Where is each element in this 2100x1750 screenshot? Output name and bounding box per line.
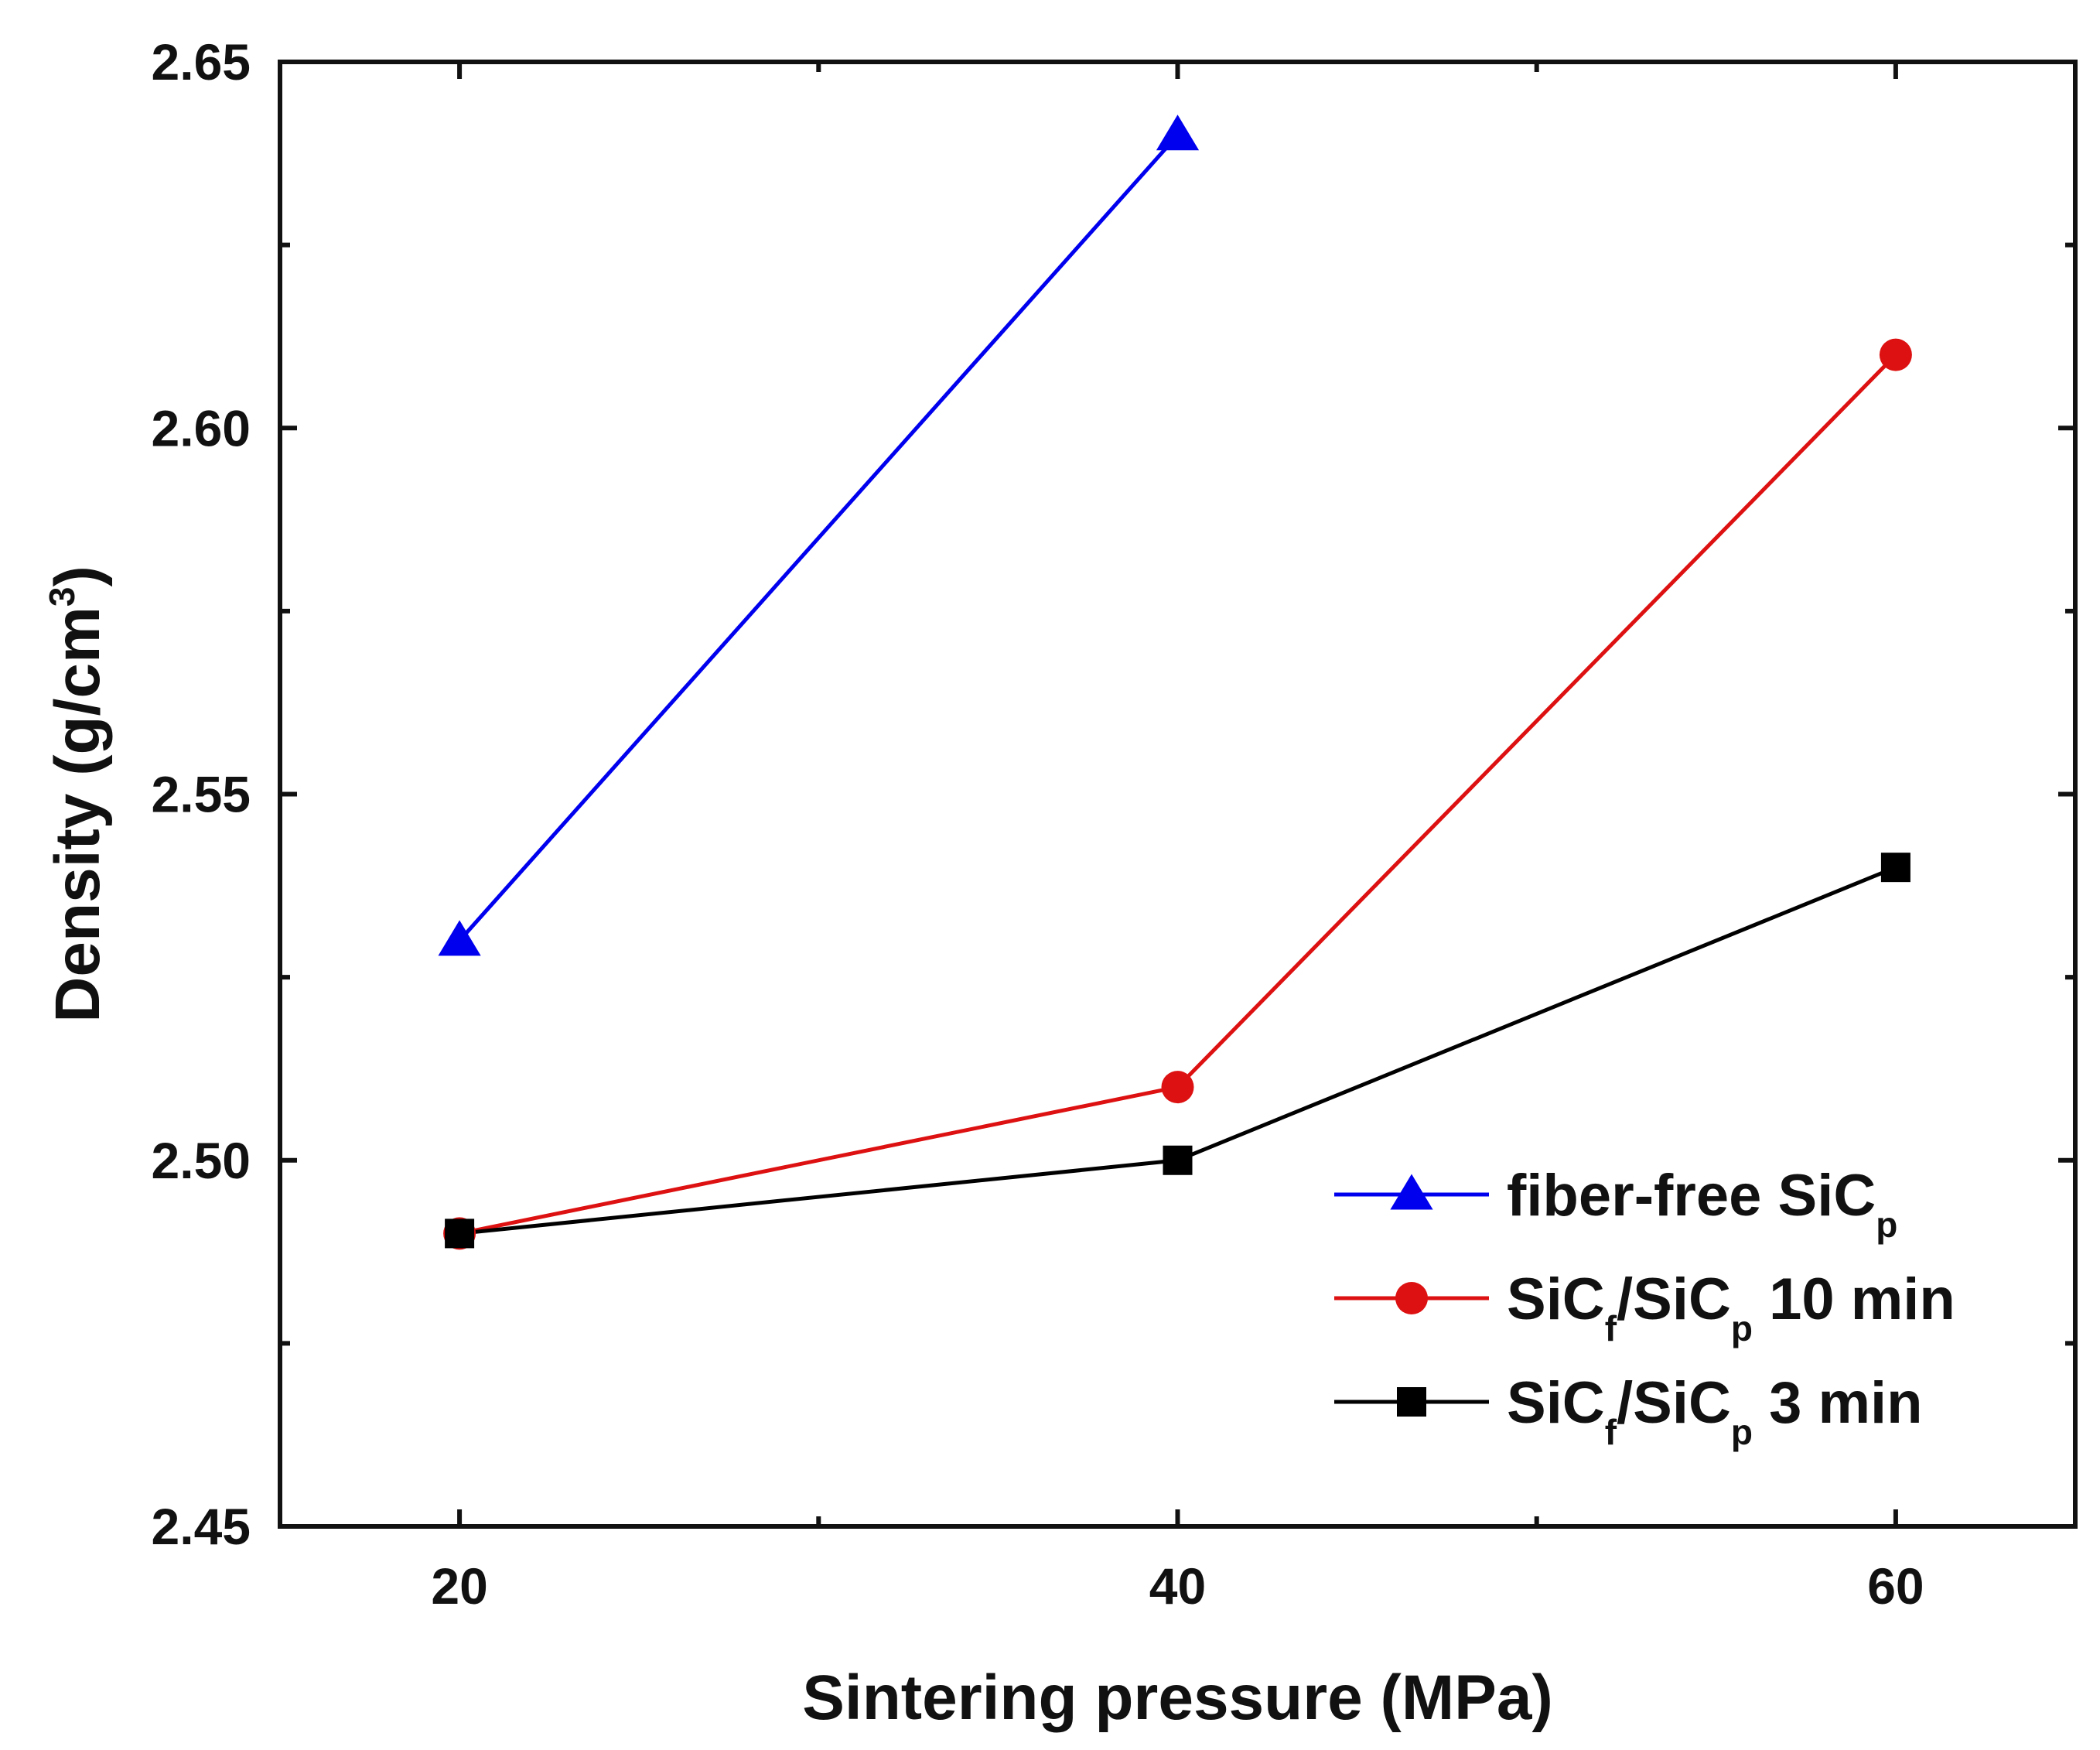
series-2-point xyxy=(445,1219,475,1249)
series-0-point xyxy=(1156,115,1200,151)
legend-label-part: SiC xyxy=(1507,1266,1605,1332)
series-0-point xyxy=(438,920,481,956)
legend-marker-2 xyxy=(1397,1387,1426,1417)
x-tick-label: 20 xyxy=(431,1557,487,1615)
y-axis-title-sup: 3 xyxy=(42,587,82,607)
y-tick-label: 2.60 xyxy=(152,399,251,456)
legend-label-part: 3 min xyxy=(1753,1370,1923,1436)
y-tick-label: 2.65 xyxy=(152,33,251,91)
legend-label-part: p xyxy=(1731,1412,1753,1452)
y-axis-title-main: Density (g/cm xyxy=(43,607,113,1023)
x-axis-title: Sintering pressure (MPa) xyxy=(802,1663,1553,1733)
series-line-0 xyxy=(458,133,1180,942)
y-axis-title-close: ) xyxy=(43,566,113,586)
y-tick-label: 2.50 xyxy=(152,1132,251,1189)
x-tick-label: 40 xyxy=(1149,1557,1206,1615)
legend-label-part: p xyxy=(1731,1308,1753,1348)
legend-label-part: f xyxy=(1605,1412,1617,1452)
legend-label-part: 10 min xyxy=(1753,1266,1955,1332)
y-tick-label: 2.45 xyxy=(152,1498,251,1555)
axes: 20 40 60 2.45 2.50 2.55 2.60 2.65 Sintering pres… xyxy=(42,33,2078,1733)
legend-marker-0 xyxy=(1390,1174,1433,1210)
legend-label-part: SiC xyxy=(1507,1370,1605,1436)
x-tick-label: 60 xyxy=(1867,1557,1924,1615)
legend-label-0: fiber-free SiCp xyxy=(1507,1163,1897,1245)
legend-label-part: p xyxy=(1876,1205,1897,1245)
legend-label-part: fiber-free SiC xyxy=(1507,1163,1876,1229)
legend-marker-1 xyxy=(1395,1282,1428,1314)
series-2-point xyxy=(1880,853,1910,883)
legend-label-1: SiCf/SiCp 10 min xyxy=(1507,1266,1955,1348)
legend-label-part: /SiC xyxy=(1617,1266,1731,1332)
y-tick-label: 2.55 xyxy=(152,766,251,823)
series-1-point xyxy=(1161,1071,1194,1104)
series-2-point xyxy=(1163,1145,1193,1175)
legend-label-part: /SiC xyxy=(1617,1370,1731,1436)
legend-label-2: SiCf/SiCp 3 min xyxy=(1507,1370,1923,1452)
series-1-point xyxy=(1879,338,1912,371)
y-axis-title: Density (g/cm3) xyxy=(42,566,113,1023)
legend-label-part: f xyxy=(1605,1308,1617,1348)
plot-area xyxy=(438,115,1912,1250)
